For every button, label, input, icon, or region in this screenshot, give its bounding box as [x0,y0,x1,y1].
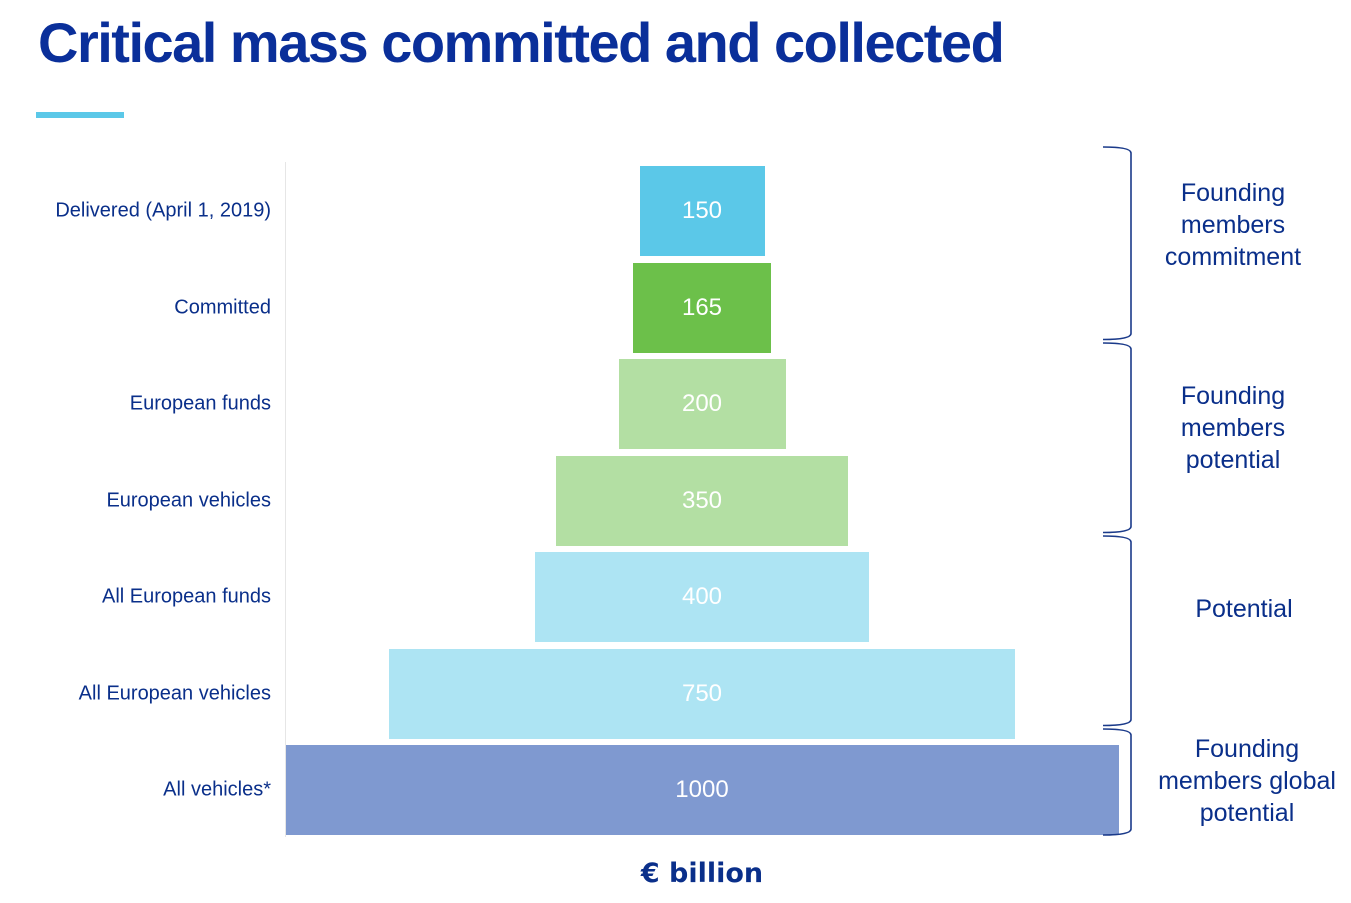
group-bracket [1102,535,1132,727]
group-label-line: potential [1185,446,1281,474]
bar-value-label: 200 [681,390,723,417]
group-bracket [1102,146,1132,341]
group-label-line: members global [1158,767,1336,795]
category-label: All European funds [101,585,271,608]
category-axis-line [285,162,286,837]
category-label: All European vehicles [78,682,271,704]
funnel-bar [633,262,771,353]
bar-value-label: 150 [681,197,723,224]
funnel-bar [556,455,848,546]
group-bracket [1102,342,1132,534]
category-label: Delivered (April 1, 2019) [55,199,271,222]
funnel-bar [285,745,1119,835]
bar-value-label: 350 [681,486,723,514]
title-accent-bar [36,112,124,118]
group-label: Potential [1195,593,1292,625]
chart-title: Critical mass committed and collected [38,11,1005,74]
group-label-line: Potential [1195,595,1293,623]
bar-value-label: 750 [681,679,723,707]
group-label: Founding members commitment [1165,177,1301,273]
category-label: European vehicles [106,489,271,511]
category-label: All vehicles* [163,778,271,801]
funnel-bar [639,166,765,256]
funnel-bar [618,359,786,449]
group-label-line: members [1180,211,1286,239]
funnel-bar [535,552,869,642]
bar-value-label: 1000 [675,776,729,803]
x-axis-label: € billion [640,858,764,889]
group-label-line: members [1180,414,1286,442]
bar-value-label: 400 [681,583,723,610]
funnel-bar [389,648,1015,739]
group-label: Founding members potential [1181,380,1285,476]
group-label-line: Founding [1194,735,1300,763]
group-label-line: commitment [1164,243,1302,271]
group-label-line: Founding [1180,179,1286,207]
category-label: European funds [129,392,271,415]
category-label: Committed [174,296,271,318]
group-bracket [1102,728,1132,836]
group-label-line: Founding [1180,382,1286,410]
group-label-line: potential [1199,799,1295,827]
bar-value-label: 165 [681,293,723,321]
group-label: Founding members global potential [1158,733,1336,829]
